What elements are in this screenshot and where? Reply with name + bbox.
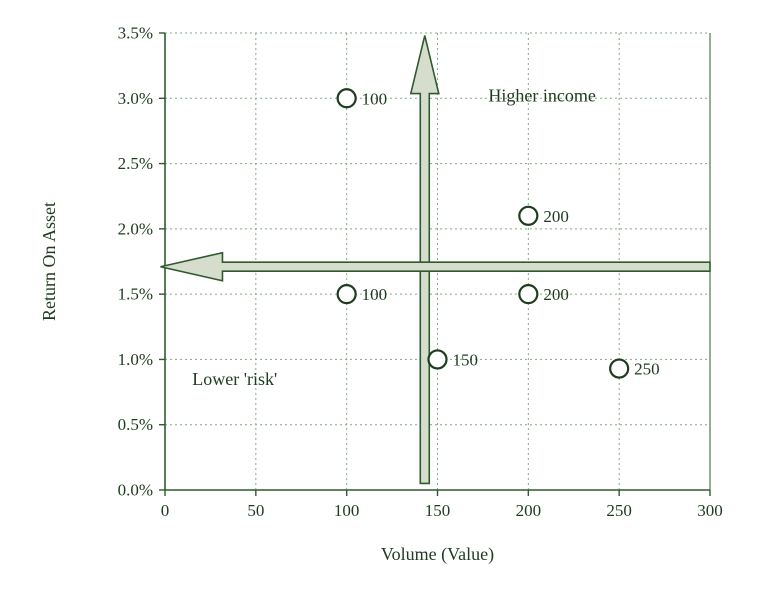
- data-point: [336, 284, 357, 305]
- data-point-label: 150: [453, 350, 479, 369]
- y-tick-label: 2.0%: [118, 219, 153, 238]
- y-tick-label: 0.5%: [118, 415, 153, 434]
- x-tick-label: 300: [697, 501, 723, 520]
- data-point-label: 100: [362, 285, 388, 304]
- y-tick-label: 2.5%: [118, 154, 153, 173]
- data-point-label: 200: [543, 285, 569, 304]
- annotation-lower-risk: Lower 'risk': [192, 369, 277, 389]
- x-tick-label: 250: [606, 501, 632, 520]
- x-axis-title: Volume (Value): [381, 544, 494, 565]
- y-axis-title: Return On Asset: [39, 202, 59, 321]
- x-tick-label: 0: [161, 501, 170, 520]
- up-arrow: [409, 35, 440, 485]
- data-point: [427, 349, 448, 370]
- y-tick-label: 3.0%: [118, 89, 153, 108]
- data-point-label: 100: [362, 89, 388, 108]
- x-tick-label: 50: [247, 501, 264, 520]
- data-point-label: 200: [543, 207, 569, 226]
- data-point-label: 250: [634, 360, 660, 379]
- y-tick-label: 1.5%: [118, 285, 153, 304]
- x-tick-label: 200: [516, 501, 542, 520]
- data-point: [336, 88, 357, 109]
- y-tick-label: 0.0%: [118, 481, 153, 500]
- data-point: [609, 358, 630, 379]
- data-point: [518, 284, 539, 305]
- annotation-higher-income: Higher income: [488, 86, 595, 106]
- y-tick-label: 3.5%: [118, 24, 153, 43]
- x-tick-label: 100: [334, 501, 360, 520]
- left-arrow: [160, 251, 711, 282]
- x-tick-label: 150: [425, 501, 451, 520]
- y-tick-label: 1.0%: [118, 350, 153, 369]
- data-point: [518, 205, 539, 226]
